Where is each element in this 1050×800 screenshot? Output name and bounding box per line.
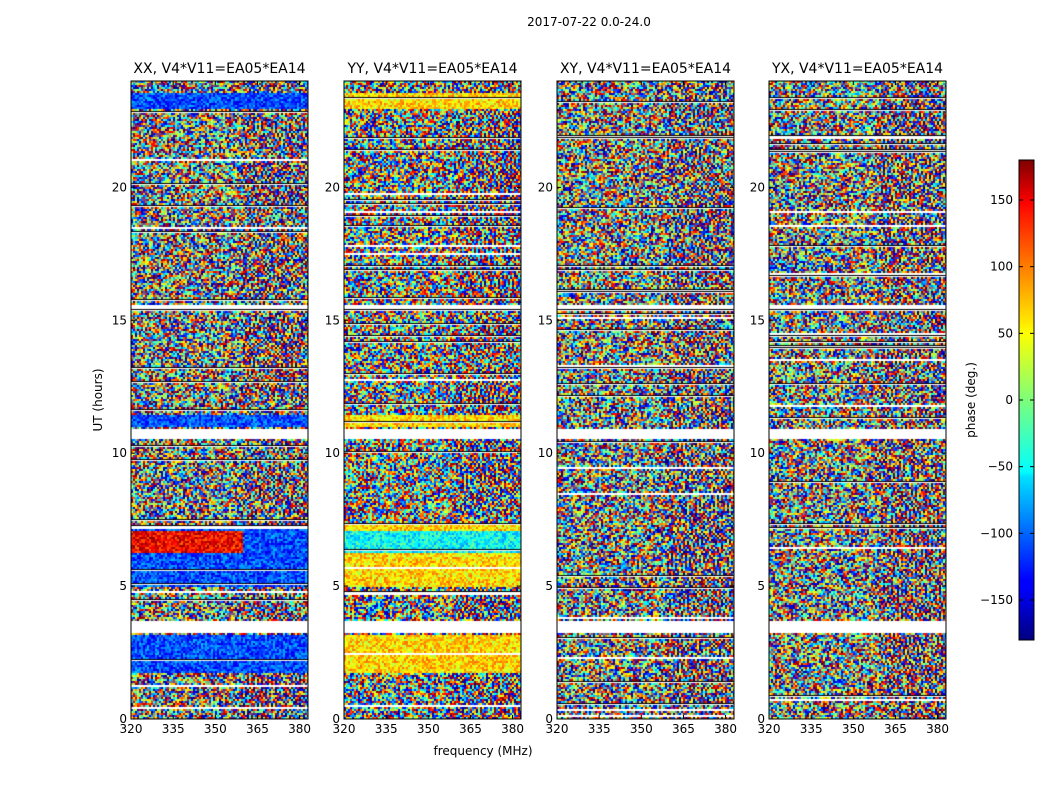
panel-yy: YY, V4*V11=EA05*EA14 320 335 350 365 380 0 5 10 1… [325,61,524,736]
panel-xx: XX, V4*V11=EA05*EA14 320 335 350 365 380 0 5 10 1… [112,61,311,736]
y-tick-label: 5 [332,579,340,593]
x-tick-label: 380 [926,722,949,736]
x-tick-label: 320 [120,722,143,736]
y-tick-label: 20 [538,180,553,194]
y-tick-label: 5 [757,579,765,593]
y-tick-label: 20 [325,180,340,194]
y-tick-label: 0 [545,712,553,726]
x-tick-label: 335 [588,722,611,736]
x-tick-label: 320 [758,722,781,736]
panel-frame [768,80,947,720]
x-tick-label: 350 [630,722,653,736]
x-tick-label: 380 [501,722,524,736]
x-tick-label: 335 [162,722,185,736]
x-tick-label: 320 [333,722,356,736]
panel-title: YX, V4*V11=EA05*EA14 [771,61,943,77]
y-tick-label: 15 [538,313,553,327]
y-tick-label: 0 [757,712,765,726]
y-tick-label: 5 [119,579,127,593]
colorbar-tick-label: 0 [1005,393,1013,407]
y-tick-label: 15 [325,313,340,327]
panel-title: XX, V4*V11=EA05*EA14 [133,61,305,77]
panel-yx: YX, V4*V11=EA05*EA14 320 335 350 365 380 0 5 10 1… [750,61,949,736]
x-tick-label: 350 [842,722,865,736]
panel-xy: XY, V4*V11=EA05*EA14 320 335 350 365 380 0 5 10 1… [538,61,737,736]
figure-suptitle: 2017-07-22 0.0-24.0 [527,15,651,29]
y-tick-label: 10 [325,446,340,460]
y-tick-label: 10 [112,446,127,460]
panel-title: XY, V4*V11=EA05*EA14 [560,61,731,77]
x-tick-label: 365 [459,722,482,736]
x-tick-label: 350 [204,722,227,736]
x-tick-label: 320 [546,722,569,736]
colorbar: −150 −100 −50 0 50 100 150 phase (deg.) [964,159,1035,641]
y-tick-label: 5 [545,579,553,593]
colorbar-tick-label: −50 [988,460,1013,474]
x-tick-label: 365 [884,722,907,736]
x-tick-label: 350 [417,722,440,736]
panel-title: YY, V4*V11=EA05*EA14 [346,61,517,77]
y-tick-label: 10 [538,446,553,460]
panels: XX, V4*V11=EA05*EA14 320 335 350 365 380 0 5 10 1… [112,61,949,736]
panel-frame [130,80,309,720]
y-tick-label: 0 [119,712,127,726]
y-tick-label: 15 [750,313,765,327]
y-tick-label: 0 [332,712,340,726]
phase-heatmap [131,81,308,719]
x-tick-label: 365 [672,722,695,736]
panel-frame [343,80,522,720]
y-tick-label: 15 [112,313,127,327]
y-tick-label: 10 [750,446,765,460]
phase-heatmap [769,81,946,719]
x-axis-label: frequency (MHz) [433,744,532,758]
colorbar-tick-label: 150 [990,193,1013,207]
y-tick-label: 20 [112,180,127,194]
y-axis-label: UT (hours) [91,368,105,431]
colorbar-tick-label: 50 [998,326,1013,340]
colorbar-tick-label: −100 [980,526,1013,540]
x-tick-label: 365 [246,722,269,736]
y-tick-label: 20 [750,180,765,194]
colorbar-label: phase (deg.) [964,362,978,438]
colorbar-ticks: −150 −100 −50 0 50 100 150 [980,193,1034,607]
panel-frame [556,80,735,720]
x-tick-label: 380 [714,722,737,736]
colorbar-tick-label: −150 [980,593,1013,607]
x-tick-label: 335 [800,722,823,736]
colorbar-tick-label: 100 [990,260,1013,274]
x-tick-label: 380 [288,722,311,736]
x-tick-label: 335 [375,722,398,736]
phase-heatmap [557,81,734,719]
phase-heatmap [344,81,521,719]
